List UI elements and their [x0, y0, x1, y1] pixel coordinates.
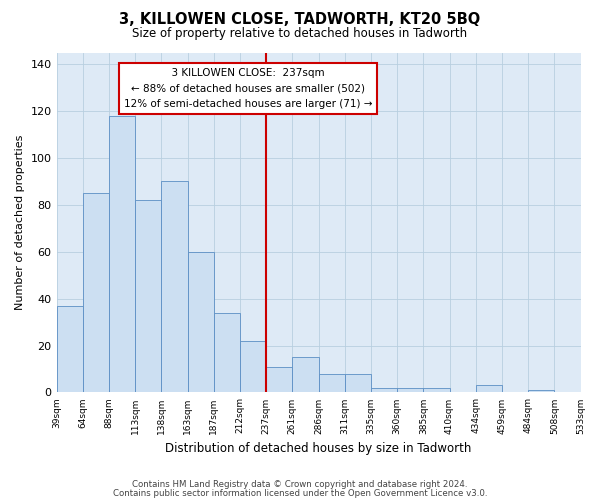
- Bar: [83, 193, 109, 392]
- Bar: [56, 306, 83, 392]
- Bar: [345, 374, 371, 392]
- Bar: [319, 374, 345, 392]
- Bar: [397, 388, 424, 392]
- Bar: [424, 388, 449, 392]
- Bar: [161, 182, 188, 392]
- X-axis label: Distribution of detached houses by size in Tadworth: Distribution of detached houses by size …: [166, 442, 472, 455]
- Bar: [240, 341, 266, 392]
- Text: 3 KILLOWEN CLOSE:  237sqm  
← 88% of detached houses are smaller (502)
12% of se: 3 KILLOWEN CLOSE: 237sqm ← 88% of detach…: [124, 68, 372, 109]
- Text: 3, KILLOWEN CLOSE, TADWORTH, KT20 5BQ: 3, KILLOWEN CLOSE, TADWORTH, KT20 5BQ: [119, 12, 481, 28]
- Bar: [292, 358, 319, 392]
- Text: Size of property relative to detached houses in Tadworth: Size of property relative to detached ho…: [133, 28, 467, 40]
- Bar: [266, 366, 292, 392]
- Text: Contains public sector information licensed under the Open Government Licence v3: Contains public sector information licen…: [113, 488, 487, 498]
- Bar: [476, 386, 502, 392]
- Y-axis label: Number of detached properties: Number of detached properties: [15, 135, 25, 310]
- Text: Contains HM Land Registry data © Crown copyright and database right 2024.: Contains HM Land Registry data © Crown c…: [132, 480, 468, 489]
- Bar: [371, 388, 397, 392]
- Bar: [109, 116, 135, 392]
- Bar: [188, 252, 214, 392]
- Bar: [135, 200, 161, 392]
- Bar: [528, 390, 554, 392]
- Bar: [214, 312, 240, 392]
